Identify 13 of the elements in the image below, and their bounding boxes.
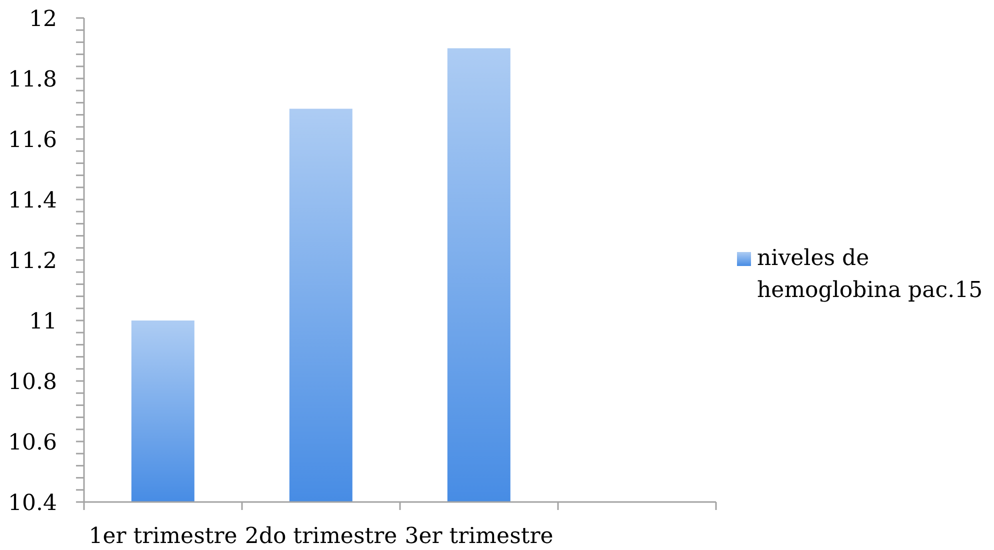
y-tick-label: 10.6 [8, 430, 57, 456]
x-tick-label: 1er trimestre [88, 524, 238, 549]
y-tick-label: 11.8 [8, 67, 57, 92]
y-tick-label: 11.6 [8, 128, 57, 153]
y-tick-label: 11 [29, 309, 57, 334]
x-tick-label: 2do trimestre [244, 524, 398, 549]
x-tick-label: 3er trimestre [404, 524, 554, 549]
legend-label: niveles de hemoglobina pac.15 [757, 246, 983, 303]
y-tick-label: 11.2 [8, 248, 57, 274]
y-tick-label: 12 [29, 6, 57, 32]
y-tick-label: 11.4 [8, 188, 57, 214]
y-tick-label: 10.4 [8, 490, 57, 516]
y-tick-label: 10.8 [8, 370, 57, 395]
